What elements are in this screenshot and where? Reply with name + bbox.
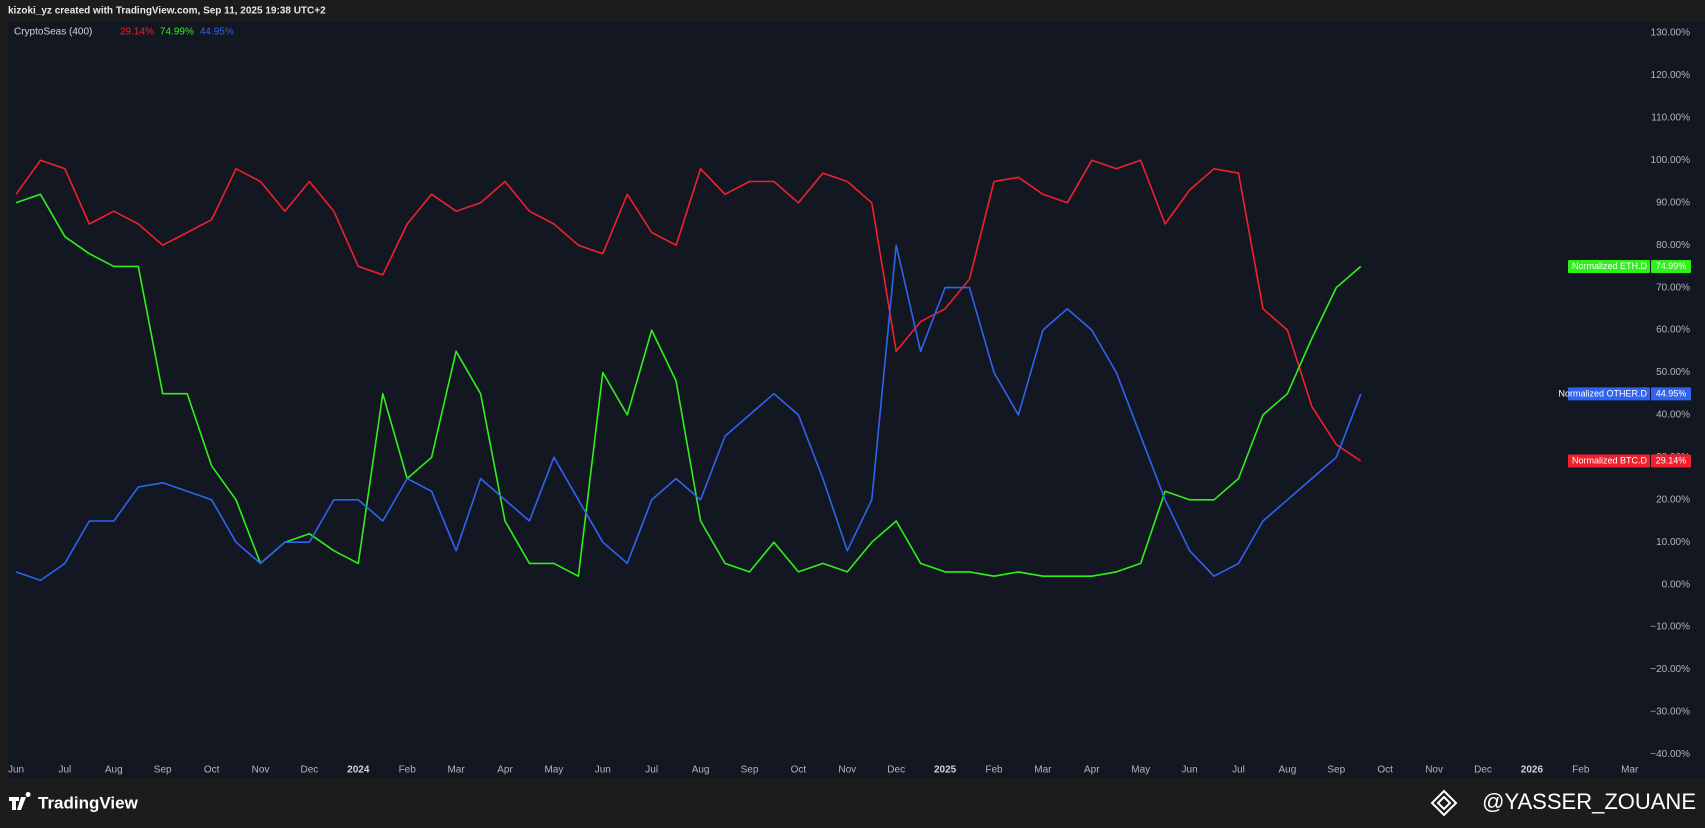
y-tick-label: 70.00% — [1656, 282, 1690, 293]
x-tick-label: Sep — [1327, 765, 1345, 776]
y-tick-label: 10.00% — [1656, 537, 1690, 548]
plot-area — [8, 22, 1705, 778]
x-tick-label: Dec — [301, 765, 319, 776]
price-tag-value: 44.95% — [1656, 388, 1687, 398]
x-tick-label: Mar — [1034, 765, 1052, 776]
legend-title: CryptoSeas (400) — [14, 27, 92, 38]
x-tick-label: Mar — [447, 765, 465, 776]
x-tick-label: Oct — [791, 765, 807, 776]
price-tag-name-bg — [1568, 454, 1650, 468]
price-tag-value-bg — [1651, 387, 1691, 401]
y-tick-label: 100.00% — [1651, 155, 1691, 166]
y-tick-label: 90.00% — [1656, 197, 1690, 208]
y-tick-label: −10.00% — [1650, 622, 1690, 633]
y-tick-label: 120.00% — [1651, 70, 1691, 81]
x-tick-label: Nov — [1425, 765, 1443, 776]
x-tick-label: Feb — [985, 765, 1003, 776]
y-tick-label: 60.00% — [1656, 325, 1690, 336]
series-line — [15, 193, 1362, 577]
legend-value: 44.95% — [200, 27, 234, 38]
x-tick-label: Aug — [105, 765, 123, 776]
y-tick-label: 130.00% — [1651, 28, 1691, 39]
x-tick-label: Feb — [399, 765, 417, 776]
price-tag-value-bg — [1651, 454, 1691, 468]
x-tick-label: 2025 — [934, 765, 957, 776]
x-tick-label: Aug — [692, 765, 710, 776]
x-tick-label: Jul — [59, 765, 72, 776]
y-tick-label: 40.00% — [1656, 410, 1690, 421]
x-tick-label: Feb — [1572, 765, 1590, 776]
series-line — [15, 244, 1362, 582]
x-tick-label: Jun — [595, 765, 611, 776]
x-tick-label: May — [544, 765, 563, 776]
price-tag-name: Normalized ETH.D — [1572, 261, 1648, 271]
brand: TradingView — [38, 793, 139, 812]
header-text: kizoki_yz created with TradingView.com, … — [8, 6, 326, 17]
y-tick-label: 80.00% — [1656, 240, 1690, 251]
price-tag-name: Normalized OTHER.D — [1558, 388, 1647, 398]
x-tick-label: Nov — [838, 765, 856, 776]
x-tick-label: Mar — [1621, 765, 1639, 776]
y-tick-label: −40.00% — [1650, 749, 1690, 760]
y-tick-label: 50.00% — [1656, 367, 1690, 378]
x-tick-label: Apr — [497, 765, 513, 776]
watermark-icon — [1430, 789, 1458, 817]
x-tick-label: Oct — [204, 765, 220, 776]
price-tag-value-bg — [1651, 259, 1691, 273]
price-tag-value: 74.99% — [1656, 261, 1687, 271]
y-tick-label: −20.00% — [1650, 664, 1690, 675]
price-tag-name-bg — [1568, 387, 1650, 401]
x-tick-label: Nov — [252, 765, 270, 776]
x-tick-label: Dec — [1474, 765, 1492, 776]
x-tick-label: 2026 — [1521, 765, 1544, 776]
y-tick-label: 110.00% — [1651, 113, 1690, 124]
legend-value: 74.99% — [160, 27, 194, 38]
x-tick-label: Aug — [1279, 765, 1297, 776]
price-tag-name: Normalized BTC.D — [1572, 455, 1648, 465]
watermark: @YASSER_ZOUANE — [1482, 789, 1696, 814]
x-tick-label: Sep — [154, 765, 172, 776]
y-tick-label: 20.00% — [1656, 494, 1690, 505]
watermark-logo — [1430, 789, 1458, 817]
x-tick-label: Dec — [887, 765, 905, 776]
y-tick-label: −30.00% — [1650, 707, 1690, 718]
footer-logo — [9, 792, 31, 810]
y-tick-label: 0.00% — [1662, 579, 1690, 590]
x-tick-label: Apr — [1084, 765, 1100, 776]
x-tick-label: Jul — [645, 765, 658, 776]
price-tag-value: 29.14% — [1656, 455, 1687, 465]
series-line — [15, 159, 1362, 462]
x-tick-label: Sep — [741, 765, 759, 776]
legend-value: 29.14% — [120, 27, 154, 38]
plot — [15, 159, 1362, 582]
logo-icon — [9, 792, 31, 810]
x-tick-label: 2024 — [347, 765, 370, 776]
x-tick-label: Jun — [8, 765, 24, 776]
x-tick-label: Jun — [1182, 765, 1198, 776]
x-tick-label: May — [1131, 765, 1150, 776]
x-tick-label: Oct — [1377, 765, 1393, 776]
price-tag-name-bg — [1568, 259, 1650, 273]
x-tick-label: Jul — [1232, 765, 1245, 776]
